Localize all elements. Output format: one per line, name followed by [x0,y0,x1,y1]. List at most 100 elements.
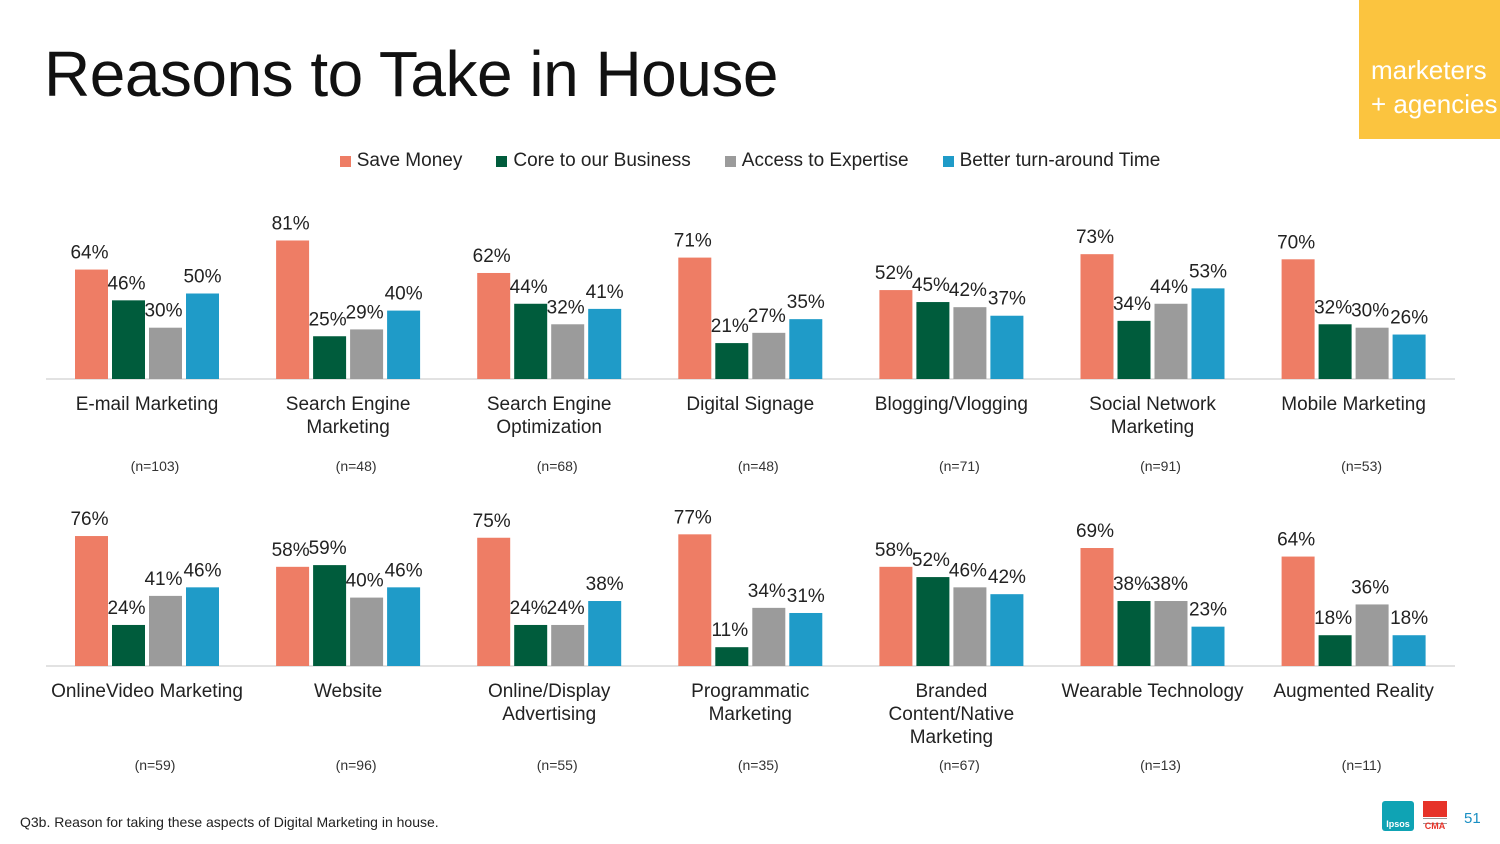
data-label: 26% [1390,308,1428,329]
bar [752,332,786,379]
data-label: 35% [787,292,825,313]
category-label: Branded [915,681,987,702]
footnote: Q3b. Reason for taking these aspects of … [20,814,439,830]
bar [879,566,913,666]
data-label: 37% [988,289,1026,310]
legend-swatch [724,155,736,167]
data-label: 73% [1076,227,1114,248]
bar [789,319,823,379]
category-label: Search Engine [487,394,612,415]
bar [276,240,310,379]
bar [514,624,548,666]
legend-swatch [496,155,508,167]
legend-item-core-business: Core to our Business [496,150,691,172]
category-label: Website [314,681,382,702]
bar [715,343,749,379]
data-label: 40% [385,284,423,305]
cma-logo: CMA [1421,801,1449,831]
bar [588,601,622,666]
category-label: Content/Native [889,704,1015,725]
sample-size-label: (n=48) [336,458,377,474]
sample-size-label: (n=13) [1140,757,1181,773]
data-label: 75% [473,511,511,532]
bar [350,329,384,379]
bar [1117,320,1151,379]
category-label: Wearable Technology [1061,681,1244,702]
data-label: 70% [1277,232,1315,253]
bar [1392,635,1426,666]
data-label: 58% [272,540,310,561]
bar [1318,635,1352,666]
audience-tag-line1: marketers [1371,55,1487,85]
data-label: 34% [1113,294,1151,315]
data-label: 11% [711,620,748,641]
bar [1355,604,1389,666]
bar [678,534,712,666]
ipsos-logo-text: Ipsos [1386,819,1410,829]
data-label: 24% [547,598,585,619]
legend-swatch [942,155,954,167]
category-label: Blogging/Vlogging [875,394,1028,415]
data-label: 45% [912,275,950,296]
data-label: 46% [949,560,987,581]
category-label: Advertising [502,704,596,725]
bar [1080,254,1114,379]
data-label: 21% [711,316,749,337]
bar [1281,556,1315,666]
cma-logo-lines [1423,818,1447,824]
bar [313,565,347,666]
bar [186,587,219,666]
category-label: Mobile Marketing [1281,394,1426,415]
bar [1281,259,1315,379]
data-label: 46% [107,273,145,294]
category-label: E-mail Marketing [76,394,219,415]
bar [1154,303,1188,379]
data-label: 38% [1150,574,1188,595]
bar [112,300,145,379]
data-label: 38% [586,574,624,595]
bar [953,307,987,379]
data-label: 24% [107,598,145,619]
bar [1318,324,1352,379]
audience-tag: marketers + agencies [1359,0,1500,139]
category-label: Augmented Reality [1273,681,1434,702]
sample-size-label: (n=103) [131,458,180,474]
bar [1080,548,1114,666]
bar [678,257,712,379]
legend-label: Save Money [356,150,463,171]
data-label: 29% [346,302,384,323]
bar [916,577,950,666]
bar [313,336,347,379]
bar [879,290,913,379]
data-label: 59% [309,538,347,559]
category-label: Online/Display [488,681,611,702]
bar [186,293,219,379]
data-label: 42% [949,280,987,301]
bar [789,612,823,666]
bar [477,272,511,379]
bar [75,269,108,379]
bar [276,566,310,666]
bar [1191,288,1225,379]
category-label: Digital Signage [686,394,814,415]
data-label: 41% [144,569,182,590]
category-label: Search Engine [286,394,411,415]
data-label: 27% [748,306,786,327]
bar [752,607,786,666]
data-label: 46% [385,560,423,581]
legend-label: Access to Expertise [741,150,909,171]
data-label: 30% [1351,301,1389,322]
legend-label: Better turn-around Time [959,150,1161,171]
data-label: 58% [875,540,913,561]
data-label: 71% [674,231,712,252]
data-label: 36% [1351,577,1389,598]
bar [551,624,585,666]
bar [715,647,749,666]
category-label: Marketing [1111,417,1194,438]
bar [990,315,1024,379]
sample-size-label: (n=68) [537,458,578,474]
data-label: 30% [144,301,182,322]
category-label: Marketing [709,704,792,725]
bar [588,308,622,379]
data-label: 23% [1189,600,1227,621]
